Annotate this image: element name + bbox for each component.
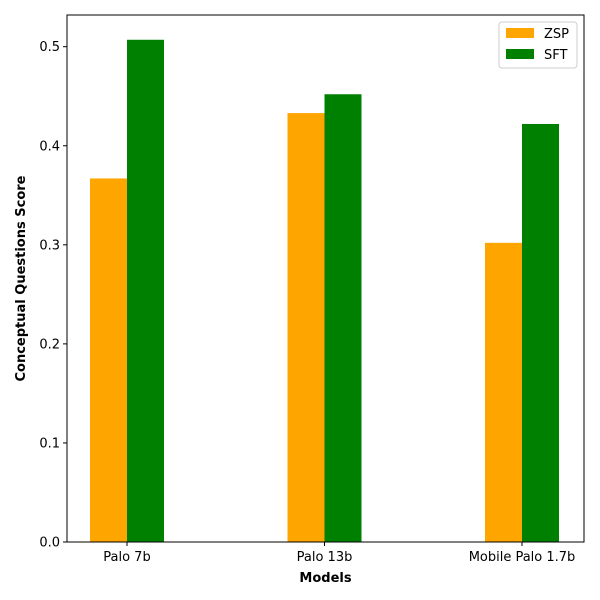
y-tick-label: 0.2 — [39, 337, 60, 352]
x-axis: Palo 7b Palo 13b Mobile Palo 1.7b — [103, 542, 575, 565]
y-tick-label: 0.4 — [39, 139, 60, 154]
x-tick-label: Mobile Palo 1.7b — [469, 550, 576, 565]
legend-swatch-zsp — [506, 28, 534, 38]
legend-swatch-sft — [506, 49, 534, 59]
x-tick-label: Palo 13b — [297, 550, 353, 565]
legend: ZSP SFT — [498, 21, 578, 69]
y-axis: 0.0 0.1 0.2 0.3 0.4 0.5 — [39, 40, 67, 551]
y-tick-label: 0.3 — [39, 238, 60, 253]
bar-sft-0 — [127, 39, 164, 542]
y-axis-title: Conceptual Questions Score — [14, 175, 29, 381]
x-axis-title: Models — [299, 571, 351, 586]
legend-label-zsp: ZSP — [544, 27, 569, 42]
legend-label-sft: SFT — [544, 48, 568, 63]
bars-group — [90, 39, 559, 543]
y-tick-label: 0.0 — [39, 536, 60, 551]
x-tick-label: Palo 7b — [103, 550, 150, 565]
bar-sft-2 — [522, 123, 559, 543]
bar-zsp-2 — [485, 242, 522, 542]
plot-frame — [66, 14, 585, 543]
bar-zsp-0 — [90, 178, 127, 542]
y-tick-label: 0.1 — [39, 436, 60, 451]
bar-zsp-1 — [287, 113, 325, 542]
bar-sft-1 — [324, 94, 362, 543]
y-tick-label: 0.5 — [39, 40, 60, 55]
